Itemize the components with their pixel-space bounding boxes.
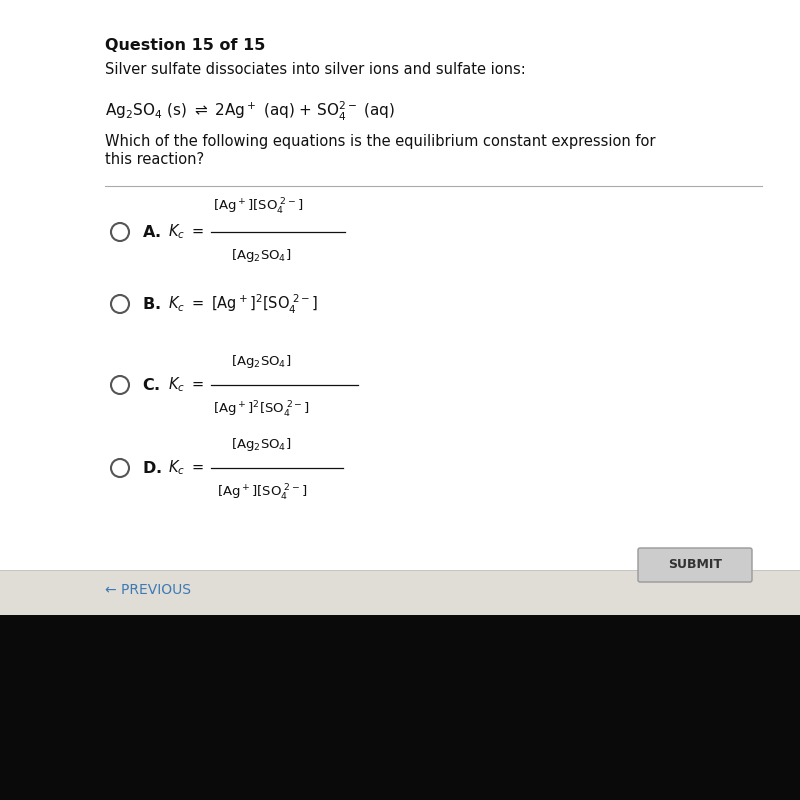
Text: $\mathbf{B.}$: $\mathbf{B.}$ (142, 296, 161, 312)
Text: ← PREVIOUS: ← PREVIOUS (105, 583, 191, 597)
Text: $[\mathrm{Ag^+}][\mathrm{SO_4^{\ 2-}}]$: $[\mathrm{Ag^+}][\mathrm{SO_4^{\ 2-}}]$ (217, 483, 307, 503)
Text: SUBMIT: SUBMIT (668, 558, 722, 571)
Text: $K_c\ =$: $K_c\ =$ (168, 222, 204, 242)
Text: $[\mathrm{Ag_2SO_4}]$: $[\mathrm{Ag_2SO_4}]$ (231, 247, 291, 264)
Text: this reaction?: this reaction? (105, 152, 204, 167)
Text: $[\mathrm{Ag_2SO_4}]$: $[\mathrm{Ag_2SO_4}]$ (231, 436, 291, 453)
Text: $[\mathrm{Ag^+}]^2[\mathrm{SO_4^{\ 2-}}]$: $[\mathrm{Ag^+}]^2[\mathrm{SO_4^{\ 2-}}]… (213, 400, 310, 420)
FancyBboxPatch shape (638, 548, 752, 582)
Text: Which of the following equations is the equilibrium constant expression for: Which of the following equations is the … (105, 134, 655, 149)
Text: $\mathbf{A.}$: $\mathbf{A.}$ (142, 224, 161, 240)
Text: Silver sulfate dissociates into silver ions and sulfate ions:: Silver sulfate dissociates into silver i… (105, 62, 526, 77)
Text: Question 15 of 15: Question 15 of 15 (105, 38, 266, 53)
Text: $[\mathrm{Ag_2SO_4}]$: $[\mathrm{Ag_2SO_4}]$ (231, 353, 291, 370)
Text: $\mathrm{Ag_2SO_4}$ (s) $\rightleftharpoons$ 2Ag$^+$ (aq) + SO$_4^{2-}$ (aq): $\mathrm{Ag_2SO_4}$ (s) $\rightleftharpo… (105, 100, 395, 123)
Text: $K_c\ =\ [\mathrm{Ag^+}]^2[\mathrm{SO_4^{\ 2-}}]$: $K_c\ =\ [\mathrm{Ag^+}]^2[\mathrm{SO_4^… (168, 292, 318, 315)
Text: $\mathbf{D.}$: $\mathbf{D.}$ (142, 460, 162, 476)
Text: $\mathbf{C.}$: $\mathbf{C.}$ (142, 377, 160, 393)
Bar (0, 0, 800, 615)
Text: $K_c\ =$: $K_c\ =$ (168, 458, 204, 478)
Text: $K_c\ =$: $K_c\ =$ (168, 376, 204, 394)
Bar (0, 615, 800, 800)
Text: $[\mathrm{Ag^+}][\mathrm{SO_4^{\ 2-}}]$: $[\mathrm{Ag^+}][\mathrm{SO_4^{\ 2-}}]$ (213, 197, 303, 217)
Bar (0, 570, 800, 615)
